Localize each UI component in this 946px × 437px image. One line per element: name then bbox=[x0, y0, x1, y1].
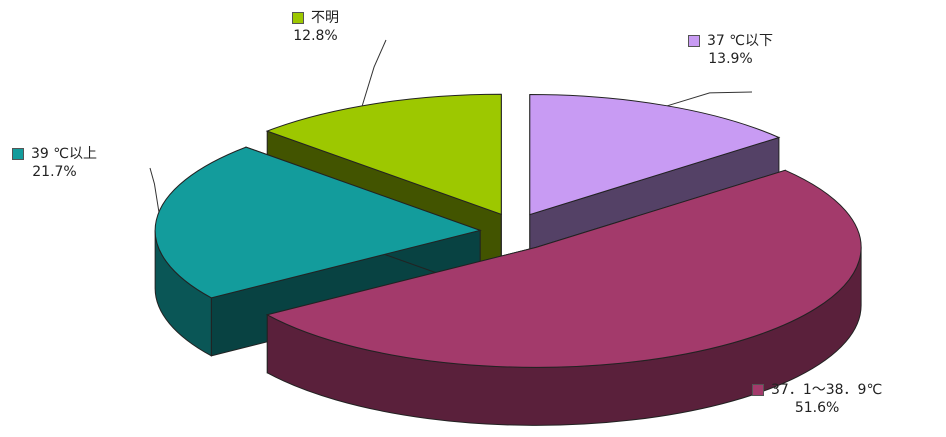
label-37-below: 37 ℃以下 13.9% bbox=[688, 32, 773, 68]
legend-swatch bbox=[688, 35, 700, 47]
legend-swatch bbox=[12, 148, 24, 160]
label-37-to-38-9: 37．1〜38．9℃ 51.6% bbox=[752, 381, 882, 417]
leader-line bbox=[149, 167, 160, 213]
pie-slice bbox=[154, 146, 482, 299]
leader-line bbox=[361, 39, 387, 106]
pie-slice bbox=[529, 94, 781, 216]
pie-tops bbox=[154, 93, 862, 368]
legend-swatch bbox=[292, 12, 304, 24]
legend-swatch bbox=[752, 384, 764, 396]
label-39-above: 39 ℃以上 21.7% bbox=[12, 145, 97, 181]
pie-slice bbox=[265, 169, 862, 368]
pie-slice bbox=[265, 93, 502, 215]
leader-lines bbox=[149, 39, 753, 213]
leader-line bbox=[667, 91, 753, 107]
label-unknown: 不明 12.8% bbox=[292, 10, 339, 44]
